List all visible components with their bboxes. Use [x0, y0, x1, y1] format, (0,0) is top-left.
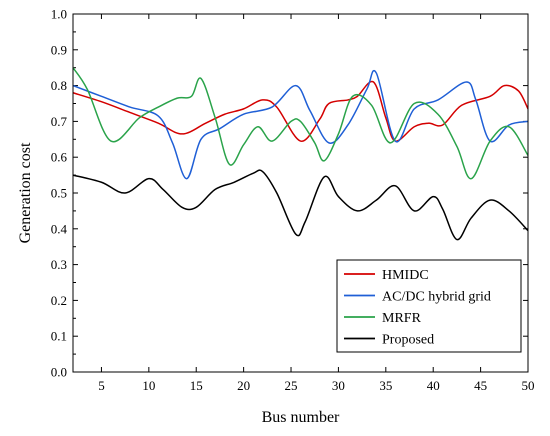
- y-tick-label: 0.0: [51, 365, 67, 380]
- y-tick-label: 0.3: [51, 257, 67, 272]
- x-tick-label: 40: [427, 378, 440, 393]
- y-axis-label: Generation cost: [17, 142, 34, 243]
- legend-label-proposed: Proposed: [382, 333, 434, 348]
- series-lines: [72, 67, 529, 241]
- x-tick-label: 45: [474, 378, 487, 393]
- legend-label-hmidc: HMIDC: [382, 268, 429, 283]
- legend-box: [336, 259, 522, 353]
- y-tick-label: 0.4: [51, 221, 68, 236]
- legend-label-mrfr: MRFR: [382, 311, 422, 326]
- x-tick-label: 20: [237, 378, 250, 393]
- x-tick-label: 35: [379, 378, 392, 393]
- y-tick-label: 1.0: [51, 7, 67, 22]
- series-line-mrfr: [72, 67, 529, 180]
- series-line-hmidc: [72, 80, 529, 142]
- x-tick-label: 30: [332, 378, 345, 393]
- y-axis-ticks: 0.0 0.1 0.2 0.3 0.4 0.5 0.6 0.7 0.8 0.9 1.0: [51, 7, 528, 380]
- x-tick-label: 5: [98, 378, 105, 393]
- legend-label-ac-dc-hybrid-grid: AC/DC hybrid grid: [382, 290, 491, 305]
- x-tick-label: 25: [285, 378, 298, 393]
- y-tick-label: 0.9: [51, 42, 67, 57]
- y-tick-label: 0.6: [51, 150, 68, 165]
- y-tick-label: 0.5: [51, 186, 67, 201]
- y-tick-label: 0.1: [51, 329, 67, 344]
- y-tick-label: 0.2: [51, 293, 67, 308]
- legend: HMIDC AC/DC hybrid grid MRFR Proposed: [336, 259, 522, 353]
- y-tick-label: 0.7: [51, 114, 68, 129]
- x-tick-label: 10: [142, 378, 155, 393]
- x-tick-label: 50: [522, 378, 535, 393]
- x-axis-ticks: 5 10 15 20 25 30 35 40 45 50: [98, 14, 535, 393]
- x-axis-label: Bus number: [262, 409, 340, 426]
- y-tick-label: 0.8: [51, 78, 67, 93]
- series-line-ac-dc-hybrid-grid: [72, 69, 529, 180]
- series-line-proposed: [72, 169, 529, 241]
- x-tick-label: 15: [190, 378, 203, 393]
- plot-area-frame: [72, 13, 529, 373]
